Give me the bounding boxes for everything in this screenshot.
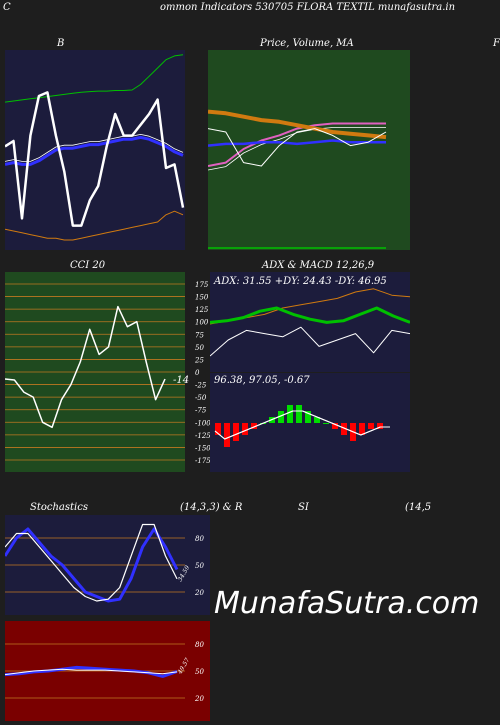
price-ma-title: Price, Volume, MA [260, 38, 354, 49]
rsi-tick-label: 50 [195, 668, 204, 676]
adx-chart [209, 272, 411, 372]
cci-tick-label: 50 [195, 344, 204, 352]
macd-label: 96.38, 97.05, -0.67 [214, 375, 310, 386]
macd-histogram-bar [224, 423, 230, 447]
cci-title: CCI 20 [70, 260, 106, 271]
stoch-d-line [4, 523, 178, 602]
price-ma-pink [207, 122, 386, 167]
cci-tick-label: -175 [195, 457, 210, 465]
cci-tick-label: -50 [195, 394, 207, 402]
macd-histogram-bar [242, 423, 248, 435]
bollinger-panel: B [4, 38, 185, 250]
macd-histogram-bar [377, 423, 383, 429]
price-ma-chart [207, 50, 410, 250]
cci-tick-label: 150 [195, 294, 209, 302]
bollinger-lower-band [4, 210, 184, 241]
bollinger-upper-band [4, 54, 184, 103]
macd-histogram-bar [314, 417, 320, 423]
cci-tick-label: -75 [195, 407, 207, 415]
bollinger-chart [4, 50, 185, 250]
rsi-title: SI [298, 502, 309, 513]
macd-histogram-bar [359, 423, 365, 435]
rsi-tick-label: 80 [195, 641, 204, 649]
stoch-k-line [3, 527, 179, 603]
cci-tick-label: -125 [195, 432, 210, 440]
stoch-tick-label: 20 [194, 589, 204, 597]
rsi-tick-label: 20 [194, 695, 204, 703]
stoch-tick-label: 50 [195, 562, 204, 570]
cci-tick-label: 125 [195, 306, 209, 314]
cci-last-value: -14 [173, 375, 189, 386]
cci-tick-label: -100 [195, 419, 210, 427]
macd-chart [210, 373, 410, 472]
cci-tick-label: 100 [195, 319, 209, 327]
macd-histogram-bar [251, 423, 257, 429]
bollinger-title: B [57, 38, 65, 49]
rsi-signal-line [4, 668, 178, 676]
bollinger-price-line [4, 91, 185, 227]
stoch-params: (14,3,3) & R [180, 502, 243, 513]
price-close-line [207, 128, 387, 167]
macd-histogram-bar [215, 423, 221, 435]
header-title: ommon Indicators 530705 FLORA TEXTIL mun… [160, 2, 456, 13]
macd-panel: 96.38, 97.05, -0.67 [210, 373, 410, 472]
adx-title: ADX & MACD 12,26,9 [262, 260, 375, 271]
cci-tick-label: 75 [195, 331, 204, 339]
macd-histogram-bar [305, 411, 311, 423]
adx-panel: ADX: 31.55 +DY: 24.43 -DY: 46.95 [209, 272, 411, 372]
stoch-panel: 80 50 20 34.59 [3, 515, 210, 615]
macd-histogram-bar [287, 405, 293, 423]
watermark: MunafaSutra.com [214, 586, 480, 621]
header-right-letter: F [493, 38, 500, 49]
price-ma-blue [207, 139, 386, 147]
cci-tick-label: 175 [195, 281, 209, 289]
stoch-tick-label: 80 [195, 535, 204, 543]
macd-histogram-bar [278, 411, 284, 423]
rsi-panel: 80 50 20 49.57 [4, 621, 210, 721]
stoch-title: Stochastics [30, 502, 88, 513]
macd-line [214, 410, 390, 440]
rsi-params: (14,5 [405, 502, 432, 513]
price-ma-panel [207, 50, 410, 250]
macd-histogram-bar [323, 423, 329, 424]
cci-tick-label: 0 [195, 369, 200, 377]
macd-histogram-bar [368, 423, 374, 429]
cci-tick-label: 25 [194, 356, 204, 364]
macd-histogram-bar [233, 423, 239, 441]
adx-plus-dy-line [209, 326, 411, 357]
macd-histogram-bar [332, 423, 338, 429]
cci-tick-label: -25 [195, 382, 207, 390]
cci-tick-label: -150 [195, 444, 210, 452]
cci-line [4, 305, 166, 429]
price-ma-orange [207, 109, 387, 140]
cci-panel: 175 150 125 100 75 50 25 0 -25 -50 -75 -100 -125 -150… [4, 272, 211, 472]
adx-label: ADX: 31.55 +DY: 24.43 -DY: 46.95 [214, 276, 387, 287]
adx-line [209, 306, 411, 324]
macd-histogram-bar [296, 405, 302, 423]
macd-histogram-bar [341, 423, 347, 435]
bollinger-middle-band [4, 135, 184, 166]
cci-chart: 175 150 125 100 75 50 25 0 -25 -50 -75 -100 -125 -150… [4, 272, 211, 472]
header-left-letter: C [3, 2, 11, 13]
bollinger-middle-outline [4, 134, 184, 162]
